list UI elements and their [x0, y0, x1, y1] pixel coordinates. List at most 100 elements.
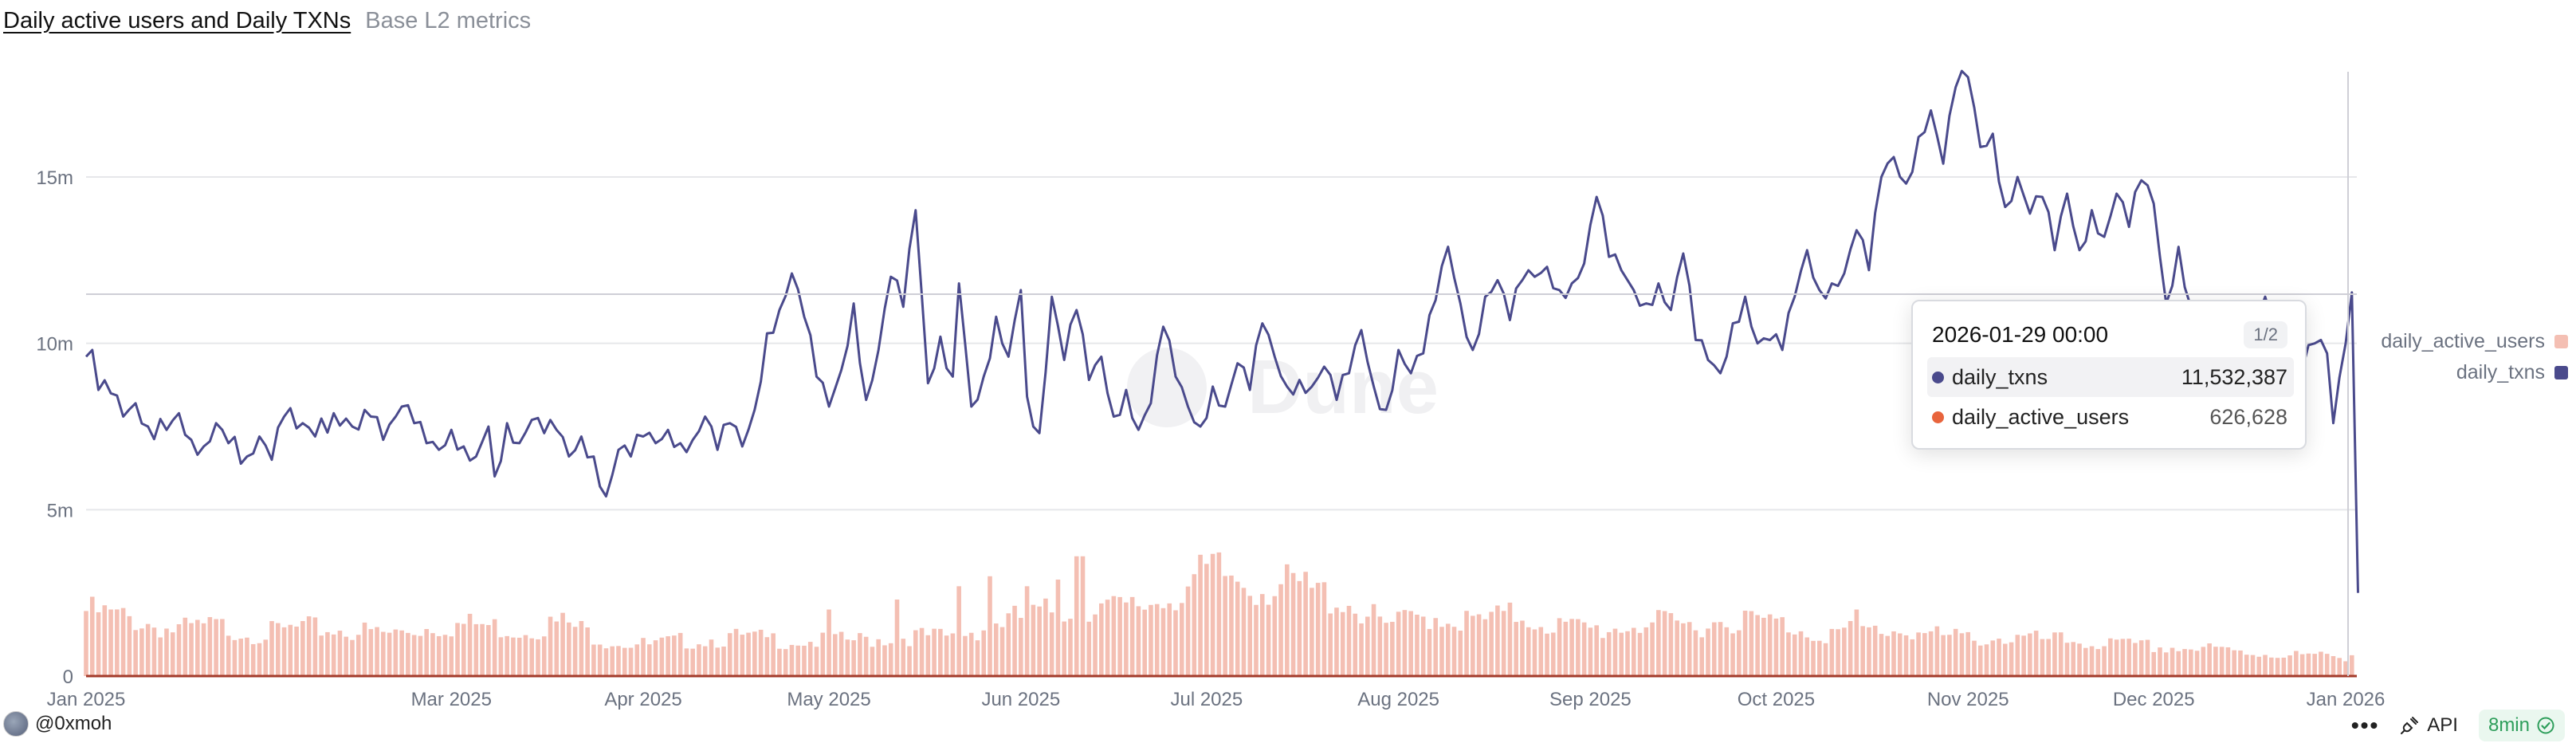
legend-label: daily_active_users: [2381, 330, 2545, 352]
dau-bar: [127, 615, 132, 676]
dau-bar: [1891, 631, 1896, 676]
dau-bar: [2337, 658, 2342, 676]
more-options-icon[interactable]: •••: [2350, 713, 2380, 737]
dau-bar: [1173, 610, 1178, 676]
dau-bar: [2033, 631, 2039, 676]
dau-bar: [1210, 553, 1215, 676]
x-tick-label: Nov 2025: [1927, 689, 2009, 710]
dau-bar: [2126, 639, 2131, 676]
dau-bar: [133, 630, 138, 676]
dau-bar: [702, 646, 708, 676]
freshness-badge: 8min: [2478, 710, 2565, 741]
chart-title[interactable]: Daily active users and Daily TXNs: [3, 8, 351, 33]
dau-bar: [1006, 613, 1011, 676]
watermark-text: Dune: [1247, 344, 1439, 430]
dau-bar: [1055, 579, 1061, 676]
dau-bar: [913, 630, 918, 676]
dau-bar: [560, 612, 565, 676]
dau-bar: [2281, 657, 2287, 676]
dau-bar: [1037, 606, 1042, 676]
dau-bar: [1160, 607, 1166, 676]
dau-bar: [901, 639, 906, 676]
dau-bar: [1334, 607, 1339, 676]
legend-swatch: [2554, 366, 2568, 379]
dau-bar: [1068, 619, 1073, 676]
dau-bar: [2331, 655, 2336, 676]
dau-bar: [1959, 633, 1965, 676]
dau-bar: [1167, 603, 1172, 676]
dau-bar: [1885, 635, 1891, 676]
dau-bar: [1755, 615, 1760, 676]
dau-bar: [1179, 603, 1184, 676]
author-link[interactable]: @0xmoh: [3, 711, 112, 737]
dau-bar: [1223, 576, 1227, 676]
dau-bar: [1798, 631, 1804, 676]
legend-item-daily-txns[interactable]: daily_txns: [2456, 361, 2568, 384]
dau-bar: [1848, 620, 1853, 676]
dau-bar: [355, 635, 361, 676]
dau-bar: [1581, 622, 1587, 676]
dau-bar: [1786, 632, 1791, 676]
dau-bar: [2225, 647, 2231, 676]
dau-bar: [1445, 623, 1451, 676]
dau-bar: [2151, 651, 2157, 676]
dau-bar: [505, 635, 509, 676]
dau-bar: [659, 637, 665, 676]
dau-bar: [145, 623, 151, 676]
dau-bar: [1532, 629, 1537, 676]
dau-bar: [2213, 647, 2218, 676]
dau-bar: [1129, 596, 1135, 676]
tooltip-page-indicator[interactable]: 1/2: [2244, 321, 2287, 348]
dau-bar: [1247, 596, 1253, 676]
dau-bar: [183, 617, 188, 676]
dau-bar: [548, 616, 553, 676]
dau-bar: [1371, 604, 1376, 676]
dau-bar: [1681, 623, 1686, 676]
dau-bar: [461, 623, 466, 676]
x-tick-label: May 2025: [787, 689, 870, 710]
dau-bar: [2306, 653, 2311, 676]
x-tick-label: Oct 2025: [1738, 689, 1815, 710]
dau-bar: [783, 649, 788, 676]
daily-txns-line: [84, 69, 2359, 593]
dau-bar: [2207, 643, 2212, 676]
dau-bar: [529, 638, 535, 676]
dau-bar: [1495, 605, 1500, 676]
dau-bar: [684, 648, 689, 676]
dau-bar: [312, 617, 318, 676]
chart-header: Daily active users and Daily TXNs Base L…: [3, 8, 531, 40]
dau-bar: [1012, 605, 1017, 676]
api-button[interactable]: API: [2400, 714, 2458, 737]
dau-bar: [350, 639, 355, 676]
dau-bar: [1718, 622, 1723, 676]
dau-bar: [981, 630, 987, 676]
dau-bar: [2194, 651, 2200, 676]
dau-bar: [1408, 611, 1413, 676]
legend-swatch: [2554, 335, 2568, 348]
dau-bar: [1910, 639, 1915, 676]
dau-bar: [963, 635, 968, 676]
dau-bar: [511, 637, 516, 676]
dau-bar: [2287, 655, 2292, 676]
legend-item-daily-active-users[interactable]: daily_active_users: [2381, 330, 2568, 353]
dau-bar: [1229, 575, 1234, 676]
dau-bar: [690, 648, 695, 676]
dau-bar: [2324, 654, 2330, 676]
dau-bar: [2077, 643, 2082, 676]
dau-bar: [1241, 588, 1247, 676]
dau-bar: [727, 633, 732, 676]
dau-bar: [1724, 627, 1730, 676]
dau-bar: [2189, 649, 2193, 676]
dau-bar: [1420, 616, 1426, 676]
chart-canvas[interactable]: Dune 0 5m 10m 15m Jan 2025 Mar 2025 Apr 2025 M…: [0, 0, 2576, 710]
x-tick-label: Apr 2025: [604, 689, 681, 710]
dau-bar: [882, 645, 887, 676]
dau-bar: [387, 632, 392, 676]
dau-bar: [2268, 657, 2274, 676]
dau-bar: [536, 639, 540, 676]
dau-bar: [2028, 633, 2032, 676]
dau-bar: [1464, 611, 1469, 676]
series-dot-icon: [1932, 371, 1944, 383]
dau-bar: [1365, 616, 1370, 676]
dau-bar: [1204, 564, 1209, 676]
